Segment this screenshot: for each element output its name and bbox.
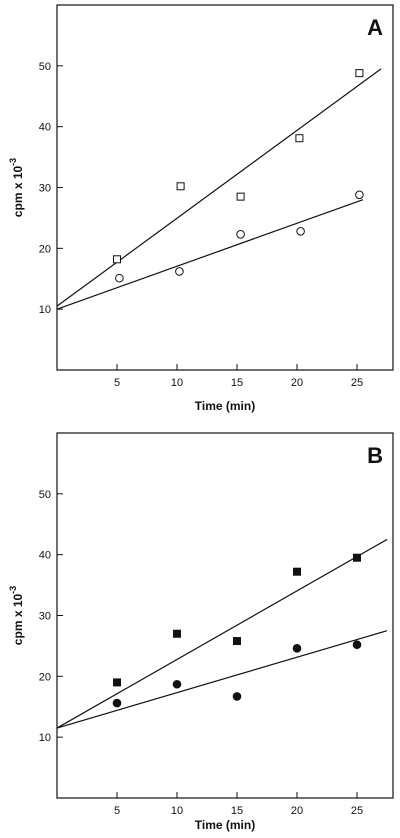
data-point-filled-circle: [172, 679, 182, 689]
y-axis-title-base: cpm x 10: [11, 594, 25, 646]
y-tick-label: 20: [39, 243, 51, 255]
y-tick-label: 30: [39, 611, 51, 623]
data-point-filled-circle: [232, 692, 242, 701]
panel-label: A: [367, 15, 383, 40]
y-tick-label: 40: [39, 550, 51, 562]
y-tick-label: 20: [39, 671, 51, 683]
fit-line-filled-square: [56, 538, 388, 729]
panel-label: B: [367, 443, 383, 468]
plot-frame: [56, 4, 394, 371]
data-point-filled-square: [173, 629, 181, 638]
x-tick-label: 5: [114, 805, 120, 817]
data-point-filled-square: [233, 637, 241, 646]
x-tick-label: 25: [351, 377, 363, 389]
y-axis-title-exponent: -3: [8, 158, 18, 166]
x-tick-label: 15: [231, 805, 243, 817]
data-point-filled-square: [113, 678, 121, 687]
y-tick-label: 50: [39, 489, 51, 501]
data-point-open-square: [113, 255, 121, 264]
y-axis-title: cpm x 10-3: [8, 158, 25, 217]
fit-line-open-circle: [56, 199, 364, 310]
plot-frame: [56, 432, 394, 799]
data-point-filled-square: [293, 567, 301, 576]
data-point-open-square: [295, 134, 304, 143]
x-tick-label: 5: [114, 377, 120, 389]
data-point-open-circle: [355, 190, 364, 200]
data-point-filled-circle: [352, 640, 362, 650]
x-tick-label: 10: [171, 805, 183, 817]
y-tick-label: 10: [39, 732, 51, 744]
fit-line-filled-circle: [56, 630, 388, 729]
data-point-open-circle: [115, 273, 124, 283]
chart-panel-b: B 5 10 15 20 25 10 20 30 40 50 Time (min) cpm x 10-3: [8, 432, 394, 832]
x-tick-label: 15: [231, 377, 243, 389]
x-tick-label: 20: [291, 805, 303, 817]
y-axis-title: cpm x 10-3: [8, 586, 25, 645]
y-tick-label: 30: [39, 183, 51, 195]
data-point-open-circle: [175, 267, 184, 276]
x-tick-label: 20: [291, 377, 303, 389]
data-point-filled-circle: [292, 644, 302, 653]
x-axis-title: Time (min): [195, 818, 255, 832]
data-point-open-square: [236, 192, 245, 201]
fit-line-open-square: [56, 68, 382, 307]
data-point-open-square: [176, 182, 185, 191]
data-point-open-circle: [236, 230, 245, 239]
data-point-filled-circle: [112, 698, 122, 708]
y-axis-title-base: cpm x 10: [11, 166, 25, 218]
data-point-filled-square: [353, 553, 361, 562]
y-tick-label: 10: [39, 304, 51, 316]
y-tick-label: 40: [39, 122, 51, 134]
y-tick-label: 50: [39, 61, 51, 73]
x-tick-label: 25: [351, 805, 363, 817]
data-point-open-square: [355, 69, 364, 78]
x-axis-title: Time (min): [195, 399, 255, 413]
data-point-open-circle: [296, 227, 305, 236]
x-tick-label: 10: [171, 377, 183, 389]
chart-panel-a: A 5 10 15 20 25 10 20 30 40 50 Time (min) cpm x 10-3: [8, 4, 394, 413]
y-axis-title-exponent: -3: [8, 586, 18, 594]
